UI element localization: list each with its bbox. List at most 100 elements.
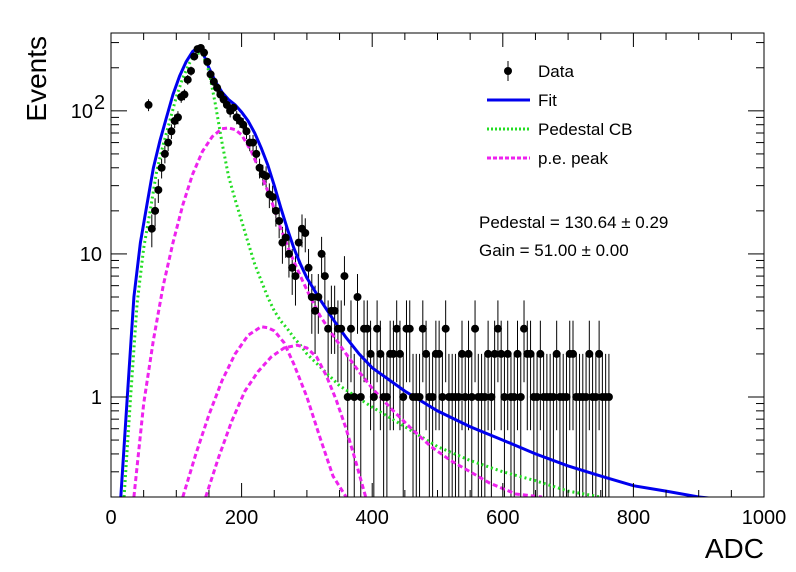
data-point: [373, 324, 382, 333]
data-point: [582, 392, 591, 401]
data-point: [526, 349, 535, 358]
data-point: [242, 127, 251, 136]
data-point: [395, 349, 404, 358]
data-point: [510, 392, 519, 401]
data-point: [144, 100, 153, 109]
data-point: [337, 324, 346, 333]
data-point: [183, 75, 192, 84]
data-point: [173, 113, 182, 122]
data-point: [186, 66, 195, 75]
data-point: [288, 263, 297, 272]
data-point: [284, 249, 293, 258]
data-point: [399, 392, 408, 401]
data-point: [160, 149, 169, 158]
series-pedestal-cb-curve: [122, 51, 602, 497]
data-point: [200, 48, 209, 57]
x-tick-label: 800: [617, 507, 650, 529]
data-point: [585, 349, 594, 358]
data-point: [438, 392, 447, 401]
data-point: [229, 103, 238, 112]
y-tick-label: 10: [80, 244, 102, 266]
data-point: [457, 349, 466, 358]
series-2-p-e-peak-curve: [181, 325, 348, 497]
data-point: [249, 138, 258, 147]
data-point: [281, 233, 290, 242]
data-point: [454, 392, 463, 401]
data-point: [314, 292, 323, 301]
data-point: [471, 324, 480, 333]
data-point: [239, 120, 248, 129]
data-point: [595, 349, 604, 358]
data-point: [484, 349, 493, 358]
data-point: [154, 185, 163, 194]
stats-box: Pedestal = 130.64 ± 0.29 Gain = 51.00 ± 0…: [479, 213, 668, 260]
data-point: [320, 272, 329, 281]
data-point: [513, 349, 522, 358]
data-point: [520, 324, 529, 333]
data-point: [604, 392, 613, 401]
data-point: [343, 392, 352, 401]
data-point: [324, 324, 333, 333]
data-point: [467, 392, 476, 401]
y-tick-label-exponent: 2: [94, 92, 105, 114]
data-point: [369, 392, 378, 401]
data-point: [392, 324, 401, 333]
data-point: [271, 206, 280, 215]
y-axis-title: Events: [21, 36, 52, 122]
data-point: [490, 349, 499, 358]
x-tick-label: 400: [356, 507, 389, 529]
data-point: [180, 90, 189, 99]
data-point: [167, 127, 176, 136]
plot-area: [119, 43, 715, 497]
legend-label-data: Data: [538, 62, 574, 81]
data-point: [356, 392, 365, 401]
series-3-p-e-peak-curve: [204, 343, 368, 497]
data-point: [503, 349, 512, 358]
data-point: [317, 249, 326, 258]
data-markers: [144, 43, 613, 401]
legend-marker-data: [504, 67, 512, 75]
data-point: [376, 349, 385, 358]
data-point: [209, 77, 218, 86]
x-tick-label: 600: [486, 507, 519, 529]
data-point: [190, 52, 199, 61]
data-point: [562, 392, 571, 401]
data-point: [422, 349, 431, 358]
plot-frame: [110, 32, 765, 498]
data-point: [275, 216, 284, 225]
data-point: [307, 292, 316, 301]
data-point: [418, 324, 427, 333]
stats-line: Pedestal = 130.64 ± 0.29: [479, 213, 668, 232]
data-point: [294, 238, 303, 247]
data-point: [464, 349, 473, 358]
series-p-e-peak-curve: [132, 126, 543, 497]
data-point: [428, 392, 437, 401]
data-point: [346, 324, 355, 333]
data-point: [549, 392, 558, 401]
data-point: [493, 324, 502, 333]
data-point: [568, 349, 577, 358]
legend-label-p-e-peak: p.e. peak: [538, 149, 608, 168]
legend-label-pedestal-cb: Pedestal CB: [538, 120, 633, 139]
data-point: [353, 292, 362, 301]
data-point: [164, 138, 173, 147]
data-point: [497, 349, 506, 358]
data-point: [291, 272, 300, 281]
data-point: [382, 392, 391, 401]
data-point: [591, 392, 600, 401]
data-point: [213, 83, 222, 92]
data-point: [500, 392, 509, 401]
data-point: [206, 70, 215, 79]
data-point: [147, 224, 156, 233]
data-point: [203, 57, 212, 66]
data-point: [415, 392, 424, 401]
data-point: [435, 349, 444, 358]
data-point: [340, 272, 349, 281]
data-point: [516, 392, 525, 401]
y-tick-label: 1: [91, 387, 102, 409]
data-point: [330, 306, 339, 315]
data-point: [301, 229, 310, 238]
x-tick-label: 1000: [742, 507, 787, 529]
data-point: [350, 392, 359, 401]
